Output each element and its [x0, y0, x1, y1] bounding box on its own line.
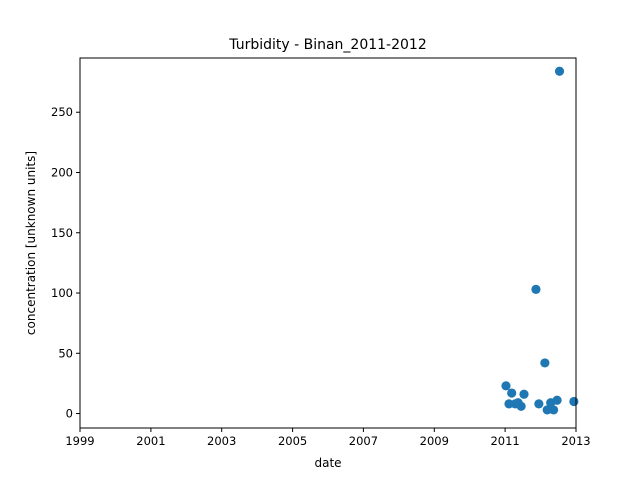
data-point	[507, 388, 517, 398]
chart-title: Turbidity - Binan_2011-2012	[228, 37, 426, 53]
data-point	[548, 405, 559, 415]
x-tick-label: 2007	[349, 434, 378, 448]
x-tick-label: 2005	[278, 434, 307, 448]
y-tick-label: 50	[58, 346, 73, 360]
data-point	[540, 358, 550, 368]
y-tick-label: 250	[51, 105, 73, 119]
x-tick-label: 2001	[136, 434, 165, 448]
y-tick-label: 200	[51, 165, 73, 179]
axes-frame	[79, 57, 577, 429]
x-tick-label: 2009	[420, 434, 449, 448]
x-tick-label: 2013	[561, 434, 590, 448]
y-tick-label: 0	[66, 407, 73, 421]
y-tick-label: 100	[51, 286, 73, 300]
y-axis: 0 50 100 150 200 250	[51, 105, 80, 421]
data-point	[569, 396, 579, 407]
x-tick-label: 2003	[207, 434, 236, 448]
x-axis: 1999 2001 2003 2005 2007 2009 2011 2013	[65, 428, 591, 448]
x-tick-label: 1999	[65, 434, 94, 448]
x-axis-label: date	[314, 456, 341, 470]
data-point	[554, 66, 565, 76]
data-point	[501, 381, 511, 391]
data-point	[516, 401, 526, 411]
data-point	[534, 399, 544, 409]
y-axis-label: concentration [unknown units]	[24, 151, 38, 335]
data-point	[531, 284, 541, 295]
data-point	[519, 389, 529, 399]
x-tick-label: 2011	[490, 434, 519, 448]
data-point	[552, 395, 562, 405]
y-tick-label: 150	[51, 226, 73, 240]
data-point	[542, 405, 552, 415]
